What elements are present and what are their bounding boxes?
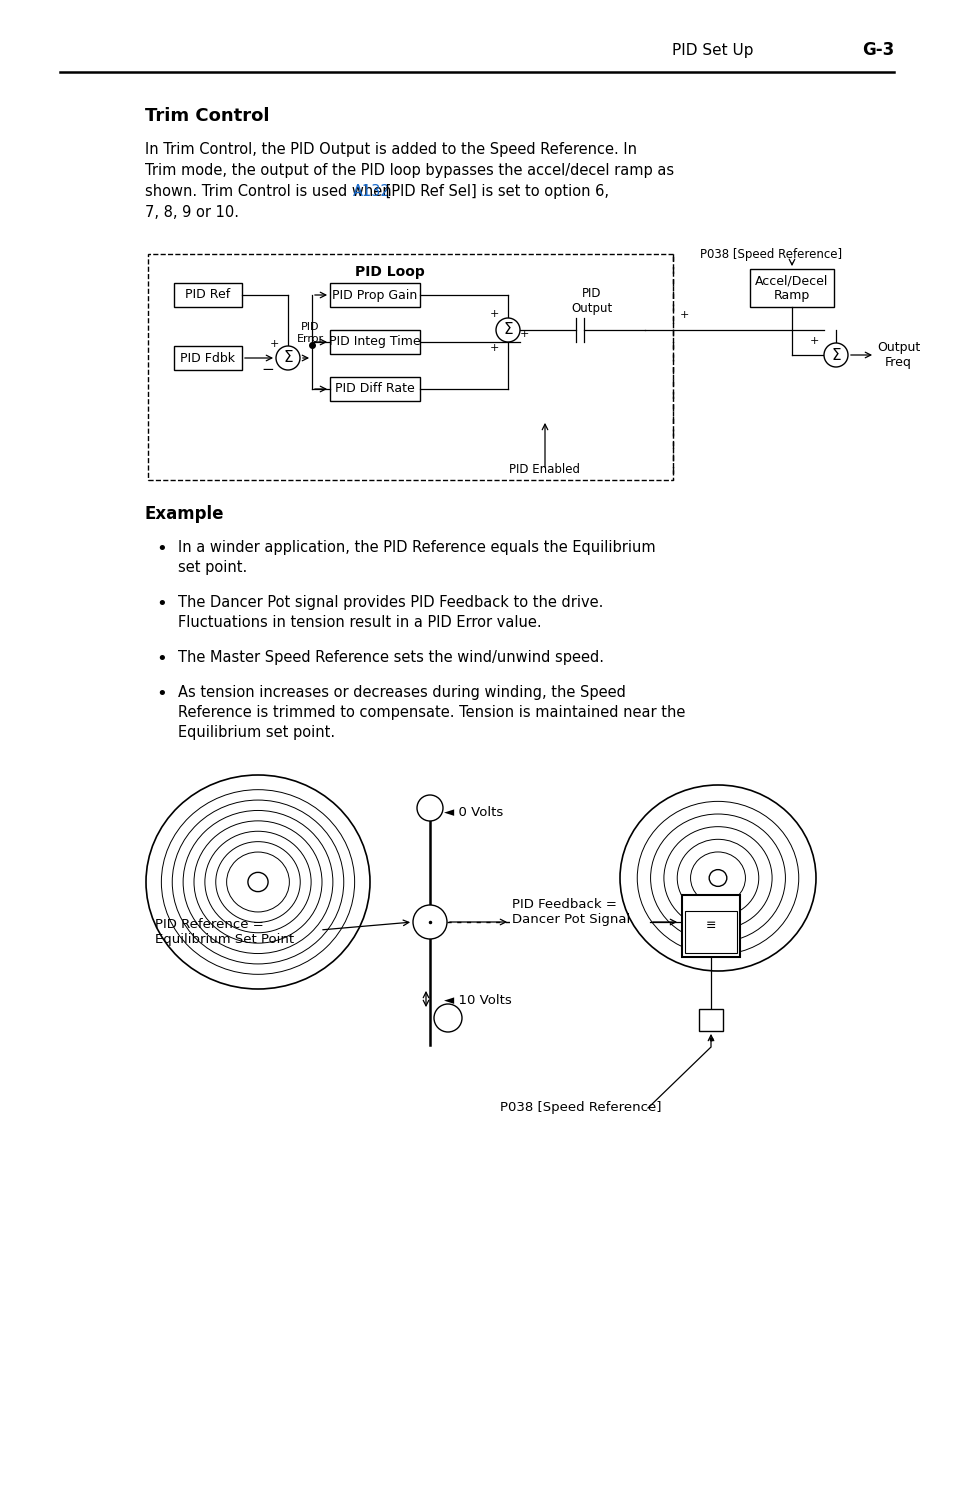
- Text: −: −: [261, 363, 274, 378]
- Text: +: +: [518, 329, 528, 339]
- Text: •: •: [156, 650, 167, 668]
- Text: Trim mode, the output of the PID loop bypasses the accel/decel ramp as: Trim mode, the output of the PID loop by…: [145, 164, 674, 178]
- Ellipse shape: [708, 870, 726, 886]
- Text: PID Fdbk: PID Fdbk: [180, 351, 235, 364]
- Ellipse shape: [619, 785, 815, 971]
- Text: P038 [Speed Reference]: P038 [Speed Reference]: [700, 248, 841, 262]
- Text: 7, 8, 9 or 10.: 7, 8, 9 or 10.: [145, 205, 239, 220]
- Text: +: +: [489, 309, 498, 320]
- Text: ≡: ≡: [705, 919, 716, 931]
- Text: Example: Example: [145, 506, 224, 523]
- Text: A132: A132: [353, 184, 390, 199]
- Text: Σ: Σ: [283, 351, 293, 366]
- Text: Σ: Σ: [502, 323, 513, 338]
- Text: G-3: G-3: [861, 42, 893, 59]
- Text: •: •: [156, 540, 167, 558]
- Text: shown. Trim Control is used when: shown. Trim Control is used when: [145, 184, 395, 199]
- Text: PID Feedback =
Dancer Pot Signal: PID Feedback = Dancer Pot Signal: [512, 898, 630, 926]
- Text: +: +: [489, 343, 498, 352]
- Circle shape: [413, 906, 447, 938]
- Text: PID Loop: PID Loop: [355, 265, 424, 280]
- Text: ◄ 10 Volts: ◄ 10 Volts: [443, 993, 511, 1007]
- Text: PID
Error: PID Error: [296, 323, 323, 343]
- Text: +: +: [269, 339, 278, 349]
- Text: PID Diff Rate: PID Diff Rate: [335, 382, 415, 396]
- Text: Fluctuations in tension result in a PID Error value.: Fluctuations in tension result in a PID …: [178, 616, 541, 630]
- Ellipse shape: [146, 775, 370, 989]
- Ellipse shape: [248, 873, 268, 892]
- Text: In Trim Control, the PID Output is added to the Speed Reference. In: In Trim Control, the PID Output is added…: [145, 141, 637, 158]
- Text: Σ: Σ: [830, 348, 840, 363]
- Circle shape: [823, 343, 847, 367]
- Text: PID Prop Gain: PID Prop Gain: [332, 288, 417, 302]
- Text: [PID Ref Sel] is set to option 6,: [PID Ref Sel] is set to option 6,: [380, 184, 608, 199]
- Text: Equilibrium set point.: Equilibrium set point.: [178, 726, 335, 741]
- Text: The Dancer Pot signal provides PID Feedback to the drive.: The Dancer Pot signal provides PID Feedb…: [178, 595, 602, 610]
- Text: PID Enabled: PID Enabled: [509, 462, 579, 476]
- Text: P038 [Speed Reference]: P038 [Speed Reference]: [499, 1102, 660, 1114]
- Text: The Master Speed Reference sets the wind/unwind speed.: The Master Speed Reference sets the wind…: [178, 650, 603, 665]
- Text: +: +: [808, 336, 818, 346]
- Bar: [173, 283, 242, 306]
- Text: Trim Control: Trim Control: [145, 107, 269, 125]
- Text: +: +: [679, 309, 689, 320]
- Text: Reference is trimmed to compensate. Tension is maintained near the: Reference is trimmed to compensate. Tens…: [178, 705, 684, 720]
- Bar: [681, 895, 740, 958]
- Text: PID Set Up: PID Set Up: [671, 43, 753, 58]
- Text: In a winder application, the PID Reference equals the Equilibrium: In a winder application, the PID Referen…: [178, 540, 655, 555]
- Text: PID Ref: PID Ref: [185, 288, 231, 302]
- Bar: [684, 912, 737, 953]
- Text: PID
Output: PID Output: [571, 287, 612, 315]
- Circle shape: [416, 796, 442, 821]
- Bar: [148, 254, 672, 480]
- Text: PID Reference =
Equilibrium Set Point: PID Reference = Equilibrium Set Point: [154, 917, 294, 946]
- Circle shape: [496, 318, 519, 342]
- Text: ◄ 0 Volts: ◄ 0 Volts: [443, 806, 503, 818]
- Text: As tension increases or decreases during winding, the Speed: As tension increases or decreases during…: [178, 686, 625, 700]
- Text: •: •: [156, 595, 167, 613]
- Text: •: •: [156, 686, 167, 703]
- Bar: [749, 269, 833, 306]
- Bar: [699, 1010, 722, 1030]
- Bar: [330, 283, 419, 306]
- Text: PID Integ Time: PID Integ Time: [329, 336, 420, 348]
- Circle shape: [434, 1004, 461, 1032]
- Bar: [330, 330, 419, 354]
- Bar: [173, 346, 242, 370]
- Text: set point.: set point.: [178, 561, 247, 575]
- Text: Accel/Decel
Ramp: Accel/Decel Ramp: [755, 274, 828, 302]
- Bar: [330, 378, 419, 401]
- Text: Output
Freq: Output Freq: [876, 341, 920, 369]
- Circle shape: [275, 346, 299, 370]
